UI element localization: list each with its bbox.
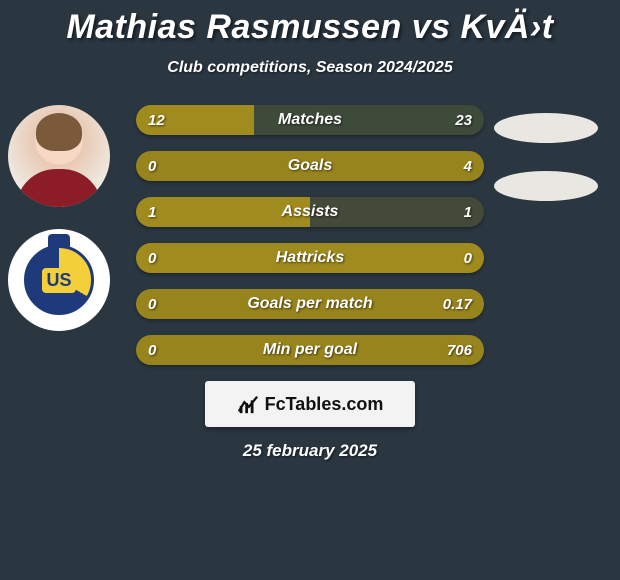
stat-right-value: 706 bbox=[435, 335, 484, 365]
chart-icon bbox=[237, 393, 259, 415]
player-avatar bbox=[8, 105, 110, 207]
avatar-column: US bbox=[8, 105, 118, 331]
comparison-content: US 1223Matches04Goals11Assists00Hattrick… bbox=[0, 105, 620, 365]
stat-right-value: 1 bbox=[452, 197, 484, 227]
snapshot-date: 25 february 2025 bbox=[0, 441, 620, 461]
stat-left-value: 0 bbox=[136, 335, 168, 365]
stat-row: 11Assists bbox=[136, 197, 484, 227]
right-chip-column bbox=[494, 113, 604, 201]
stat-row: 0706Min per goal bbox=[136, 335, 484, 365]
stat-row: 00.17Goals per match bbox=[136, 289, 484, 319]
watermark: FcTables.com bbox=[205, 381, 415, 427]
stat-right-value: 0.17 bbox=[431, 289, 484, 319]
page-title: Mathias Rasmussen vs KvÄ›t bbox=[0, 0, 620, 47]
stat-row: 1223Matches bbox=[136, 105, 484, 135]
club-badge: US bbox=[8, 229, 110, 331]
stat-bars: 1223Matches04Goals11Assists00Hattricks00… bbox=[136, 105, 484, 365]
watermark-text: FcTables.com bbox=[265, 394, 384, 415]
stat-left-value: 0 bbox=[136, 289, 168, 319]
stat-left-value: 1 bbox=[136, 197, 168, 227]
stat-right-value: 0 bbox=[452, 243, 484, 273]
stat-right-value: 4 bbox=[452, 151, 484, 181]
player-chip bbox=[494, 171, 598, 201]
stat-row: 00Hattricks bbox=[136, 243, 484, 273]
page-subtitle: Club competitions, Season 2024/2025 bbox=[0, 59, 620, 77]
stat-row: 04Goals bbox=[136, 151, 484, 181]
stat-left-value: 0 bbox=[136, 151, 168, 181]
stat-right-value: 23 bbox=[443, 105, 484, 135]
club-badge-text: US bbox=[42, 268, 75, 293]
stat-left-value: 0 bbox=[136, 243, 168, 273]
player-chip bbox=[494, 113, 598, 143]
stat-left-value: 12 bbox=[136, 105, 177, 135]
club-badge-inner: US bbox=[24, 245, 94, 315]
